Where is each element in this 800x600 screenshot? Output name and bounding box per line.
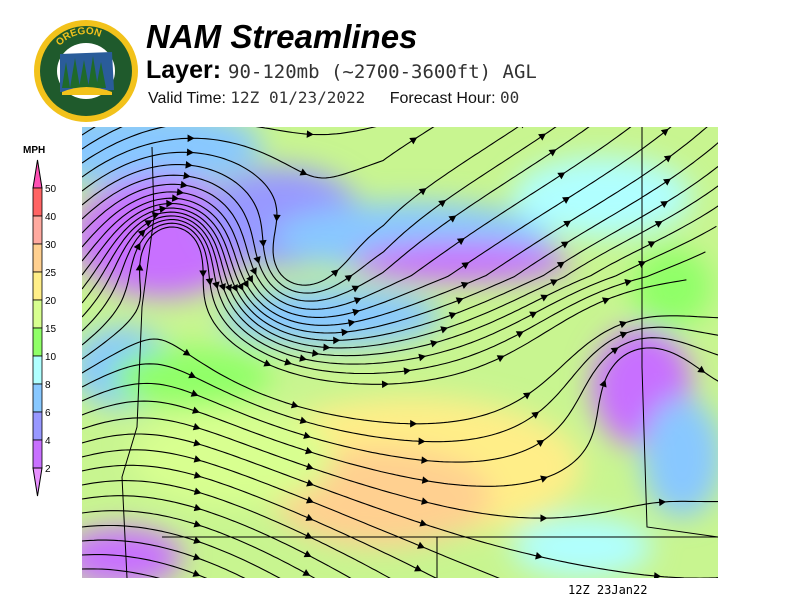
valid-time-value: 12Z 01/23/2022 xyxy=(230,88,366,107)
legend-bin xyxy=(32,243,43,273)
streamlines xyxy=(82,127,718,578)
forecast-hour-value: 00 xyxy=(499,88,520,107)
legend-bin xyxy=(32,439,43,469)
layer-label: Layer: xyxy=(146,56,222,84)
streamline xyxy=(82,568,160,578)
streamline xyxy=(82,165,718,341)
streamline xyxy=(82,127,632,310)
streamline xyxy=(82,127,123,150)
legend-tick-label: 25 xyxy=(45,268,57,279)
wind-speed-legend: 50 40 30 25 20 15 10 8 6 4 2 xyxy=(32,159,57,497)
streamline xyxy=(82,510,316,578)
streamline xyxy=(82,417,718,519)
oregon-department-of-forestry-logo: OREGON xyxy=(34,20,138,122)
streamline xyxy=(82,127,590,302)
layer-info: Layer: 90-120mb (~2700-3600ft) AGL xyxy=(146,56,537,85)
legend-bottom-arrow xyxy=(32,467,43,497)
legend-tick-label: 4 xyxy=(45,436,51,447)
streamline xyxy=(82,127,519,286)
streamline xyxy=(82,127,435,179)
streamline xyxy=(82,539,246,578)
legend-tick-label: 30 xyxy=(45,240,57,251)
streamline xyxy=(82,127,672,318)
legend-tick-label: 40 xyxy=(45,212,57,223)
legend-bin xyxy=(32,187,43,217)
legend-bin xyxy=(32,271,43,301)
valid-time-label: Valid Time: xyxy=(148,90,226,107)
streamline xyxy=(82,222,706,375)
legend-bin xyxy=(32,355,43,385)
page-title: NAM Streamlines xyxy=(146,18,418,55)
legend-tick-label: 20 xyxy=(45,296,57,307)
forecast-hour-label: Forecast Hour: xyxy=(389,90,496,107)
legend-unit: MPH xyxy=(23,145,46,156)
map-canvas xyxy=(82,127,718,578)
streamline xyxy=(82,337,718,463)
streamline xyxy=(82,185,718,349)
streamline xyxy=(82,226,687,385)
legend-bin xyxy=(32,327,43,357)
streamline xyxy=(82,464,437,578)
streamline xyxy=(82,433,718,578)
streamline-map[interactable] xyxy=(82,127,718,578)
streamline xyxy=(82,127,557,294)
streamline xyxy=(82,326,718,443)
legend-top-arrow xyxy=(32,159,43,189)
map-timestamp: 12Z 23Jan22 xyxy=(568,583,648,597)
legend-bin xyxy=(32,411,43,441)
valid-time-info: Valid Time: 12Z 01/23/2022 Forecast Hour… xyxy=(148,88,519,108)
streamline xyxy=(82,347,718,487)
boundaries xyxy=(121,127,718,578)
streamline xyxy=(82,495,352,578)
legend-tick-label: 50 xyxy=(45,184,57,195)
streamline xyxy=(82,315,718,425)
streamline xyxy=(82,554,208,578)
streamline xyxy=(82,524,281,578)
streamline xyxy=(82,219,717,365)
streamline xyxy=(82,205,718,357)
streamline xyxy=(82,142,718,334)
legend-tick-label: 8 xyxy=(45,380,51,391)
layer-value: 90-120mb (~2700-3600ft) AGL xyxy=(228,61,537,83)
legend-bin xyxy=(32,299,43,329)
streamline xyxy=(82,127,708,326)
legend-tick-label: 10 xyxy=(45,352,57,363)
legend-tick-label: 6 xyxy=(45,408,51,419)
legend-bin xyxy=(32,383,43,413)
streamline xyxy=(82,127,377,164)
streamline xyxy=(82,127,96,136)
streamline xyxy=(82,480,391,578)
legend-bin xyxy=(32,215,43,245)
legend-tick-label: 2 xyxy=(45,464,51,475)
streamline xyxy=(82,449,500,578)
legend-tick-label: 15 xyxy=(45,324,57,335)
